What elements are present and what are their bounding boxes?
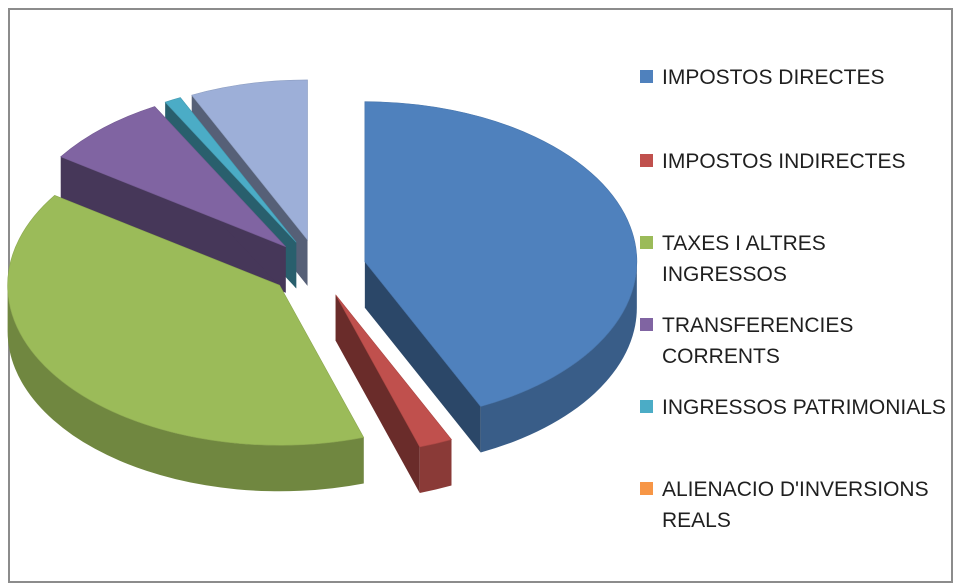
legend-label: TRANSFERENCIES CORRENTS bbox=[662, 314, 854, 368]
pie-slice-wall bbox=[7, 285, 364, 492]
legend-swatch bbox=[640, 70, 653, 83]
legend-label: IMPOSTOS DIRECTES bbox=[662, 66, 885, 89]
legend-swatch bbox=[640, 236, 653, 249]
pie-slice-wall bbox=[419, 439, 452, 493]
pie-slice-3 bbox=[60, 106, 286, 293]
legend-item-transferencies: TRANSFERENCIES CORRENTS bbox=[640, 310, 947, 372]
pie-slice-side bbox=[364, 261, 481, 453]
legend-item-taxes: TAXES I ALTRES INGRESSOS bbox=[640, 228, 947, 290]
pie-slice-1 bbox=[335, 294, 453, 493]
legend-swatch bbox=[640, 154, 653, 167]
legend-label: INGRESSOS PATRIMONIALS bbox=[662, 396, 946, 419]
legend-label: IMPOSTOS INDIRECTES bbox=[662, 150, 906, 173]
legend-swatch bbox=[640, 318, 653, 331]
legend-label: TAXES I ALTRES INGRESSOS bbox=[662, 232, 826, 286]
legend-item-alienacio: ALIENACIO D'INVERSIONS REALS bbox=[640, 474, 947, 536]
pie-slice-side bbox=[60, 156, 286, 293]
legend-item-impostos-indirectes: IMPOSTOS INDIRECTES bbox=[640, 146, 947, 177]
legend-item-impostos-directes: IMPOSTOS DIRECTES bbox=[640, 62, 947, 93]
legend-item-ingressos-patrimonials: INGRESSOS PATRIMONIALS bbox=[640, 392, 947, 423]
pie-slice-top bbox=[7, 195, 365, 446]
pie-slice-top bbox=[191, 79, 308, 241]
pie-slice-side bbox=[335, 294, 420, 493]
pie-slice-0 bbox=[364, 101, 638, 453]
pie-slice-2 bbox=[7, 195, 365, 492]
legend-swatch bbox=[640, 482, 653, 495]
pie-slice-top bbox=[60, 106, 286, 247]
pie-slice-top bbox=[164, 97, 297, 243]
pie-slice-wall bbox=[480, 261, 637, 453]
pie-slice-top bbox=[335, 294, 453, 448]
pie-slice-top bbox=[364, 101, 638, 407]
legend-swatch bbox=[640, 400, 653, 413]
legend-label: ALIENACIO D'INVERSIONS REALS bbox=[662, 478, 929, 532]
